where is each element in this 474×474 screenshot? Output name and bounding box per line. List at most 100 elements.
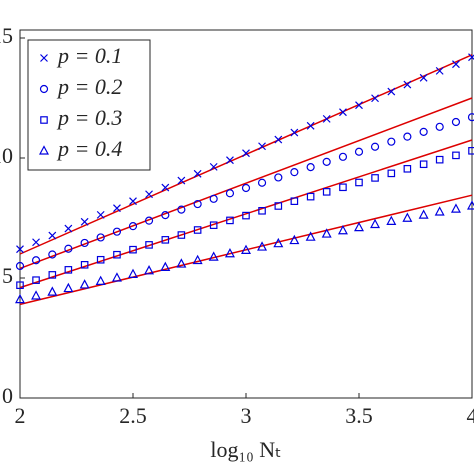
marker xyxy=(177,205,186,214)
marker xyxy=(371,174,379,182)
marker xyxy=(160,261,171,272)
marker xyxy=(321,228,332,238)
marker xyxy=(290,197,299,206)
marker xyxy=(258,207,266,215)
marker xyxy=(306,192,315,201)
marker xyxy=(193,199,202,209)
marker xyxy=(354,147,364,156)
marker xyxy=(274,173,283,182)
marker xyxy=(129,197,137,206)
legend: p = 0.1 p = 0.2 p = 0.3 p = 0.4 xyxy=(27,39,151,171)
marker xyxy=(95,275,106,285)
x-tick-label: 3.5 xyxy=(345,403,373,428)
marker xyxy=(355,101,363,110)
marker xyxy=(354,221,364,232)
marker xyxy=(129,245,137,254)
marker xyxy=(419,73,428,82)
marker xyxy=(161,236,170,244)
x-tick-label: 3 xyxy=(241,403,252,428)
marker xyxy=(48,250,57,259)
marker xyxy=(63,282,74,293)
marker xyxy=(290,168,299,177)
marker xyxy=(435,66,444,75)
marker xyxy=(387,87,396,96)
marker xyxy=(113,250,121,259)
marker xyxy=(403,165,412,173)
marker xyxy=(128,222,138,231)
marker xyxy=(177,231,186,239)
marker xyxy=(226,156,234,165)
marker xyxy=(48,271,57,279)
marker xyxy=(403,80,412,89)
marker xyxy=(402,212,413,222)
legend-label: p = 0.3 xyxy=(56,105,122,130)
marker xyxy=(128,268,138,278)
marker xyxy=(80,238,89,248)
marker xyxy=(322,114,331,123)
marker xyxy=(96,255,105,264)
marker xyxy=(112,227,122,236)
marker xyxy=(468,53,474,62)
marker xyxy=(64,224,73,233)
marker xyxy=(306,121,315,130)
marker xyxy=(209,194,218,203)
marker xyxy=(161,211,170,220)
marker xyxy=(161,183,170,192)
marker xyxy=(144,216,154,225)
marker xyxy=(224,247,235,258)
legend-label: p = 0.2 xyxy=(56,74,122,99)
marker xyxy=(370,218,381,229)
legend-label: p = 0.4 xyxy=(56,136,122,161)
marker xyxy=(305,231,316,241)
marker xyxy=(15,261,25,271)
marker xyxy=(339,183,347,192)
marker xyxy=(257,178,267,187)
marker xyxy=(39,84,49,94)
marker xyxy=(16,281,24,290)
legend-label: p = 0.1 xyxy=(56,43,122,68)
x-tick-label: 4 xyxy=(467,403,474,428)
marker xyxy=(339,108,347,117)
marker xyxy=(241,244,251,254)
marker xyxy=(434,206,445,216)
marker xyxy=(208,251,219,261)
marker xyxy=(306,163,315,172)
marker xyxy=(403,132,412,141)
y-tick-label: 5 xyxy=(2,263,13,288)
x-axis-label: log₁₀ Nₜ xyxy=(210,437,281,462)
marker xyxy=(96,210,105,219)
marker xyxy=(371,94,379,103)
marker xyxy=(80,217,89,226)
marker xyxy=(451,117,461,127)
marker xyxy=(355,178,363,187)
marker xyxy=(468,147,474,155)
marker xyxy=(242,211,250,220)
marker xyxy=(144,265,155,275)
marker xyxy=(450,203,461,213)
marker xyxy=(192,254,203,265)
marker xyxy=(452,60,460,69)
y-tick-label: 0 xyxy=(2,383,13,408)
y-tick-label: 15 xyxy=(0,23,13,48)
marker xyxy=(176,258,187,268)
fit-line xyxy=(19,139,473,289)
marker xyxy=(209,162,218,171)
marker xyxy=(274,202,283,210)
marker xyxy=(435,122,444,131)
marker xyxy=(209,221,218,230)
marker xyxy=(322,157,331,166)
marker xyxy=(241,183,251,193)
marker xyxy=(113,204,121,213)
marker xyxy=(15,293,25,304)
marker xyxy=(16,245,24,254)
marker xyxy=(111,272,122,282)
marker xyxy=(80,261,89,269)
marker xyxy=(467,200,474,210)
marker xyxy=(322,188,331,196)
marker xyxy=(31,290,42,300)
marker xyxy=(418,209,429,219)
marker xyxy=(79,279,90,289)
marker xyxy=(289,234,300,245)
marker xyxy=(387,169,396,178)
